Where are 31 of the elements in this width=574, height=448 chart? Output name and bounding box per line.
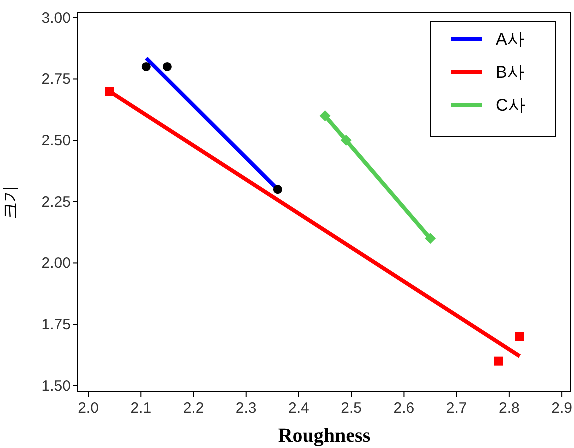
point: [515, 332, 524, 342]
y-tick-label: 2.00: [42, 255, 71, 272]
y-tick-label: 2.25: [42, 194, 71, 211]
point: [273, 185, 282, 194]
y-tick-label: 2.50: [42, 132, 71, 150]
y-tick-label: 3.00: [42, 10, 71, 27]
y-axis-title: 크기: [1, 186, 20, 220]
x-tick-label: 2.7: [446, 400, 468, 417]
legend-label: C사: [496, 96, 526, 115]
x-tick-label: 2.2: [183, 400, 204, 417]
x-axis-title: Roughness: [278, 425, 371, 447]
point: [162, 62, 172, 72]
x-tick-label: 2.6: [394, 400, 415, 417]
point: [425, 233, 436, 244]
point: [320, 110, 331, 122]
legend-label: B사: [496, 63, 524, 82]
point: [340, 135, 352, 146]
x-tick-label: 2.1: [130, 400, 152, 417]
y-tick-label: 1.75: [42, 316, 71, 334]
x-tick-label: 2.9: [552, 400, 572, 417]
x-tick-label: 2.8: [499, 400, 520, 417]
x-tick-label: 2.0: [78, 400, 99, 417]
x-tick-label: 2.3: [236, 400, 257, 417]
y-tick-label: 1.50: [42, 378, 71, 395]
x-tick-label: 2.4: [288, 400, 310, 417]
point: [142, 62, 151, 72]
x-tick-label: 2.5: [341, 400, 362, 417]
y-tick-label: 2.75: [42, 71, 71, 88]
point: [105, 87, 114, 96]
point: [494, 356, 504, 366]
legend-label: A사: [496, 30, 524, 49]
